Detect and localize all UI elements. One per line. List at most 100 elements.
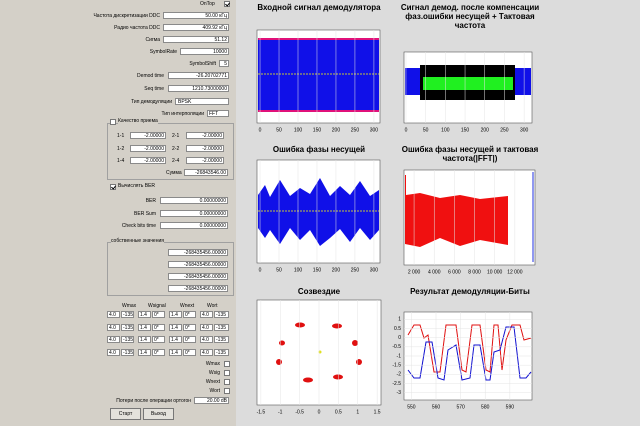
field[interactable]: -2.00000 xyxy=(130,157,166,164)
field[interactable]: 0* xyxy=(152,311,165,318)
checkbox[interactable] xyxy=(224,370,230,376)
bits-line xyxy=(407,324,532,373)
field[interactable]: 0* xyxy=(183,348,196,356)
field[interactable]: 0* xyxy=(183,323,196,331)
field[interactable]: 0.00000000 xyxy=(160,197,228,204)
field[interactable]: 4.0 xyxy=(200,311,213,318)
field[interactable]: 4.0 xyxy=(200,348,213,356)
x-tick-label: 1.5 xyxy=(374,409,381,415)
field[interactable]: -135 xyxy=(121,311,134,318)
button[interactable]: Выход xyxy=(143,408,174,420)
field[interactable]: 1.4 xyxy=(138,336,151,343)
field[interactable]: -268435456.00000 xyxy=(168,261,228,268)
field[interactable]: -135 xyxy=(121,348,134,356)
field[interactable]: 4.0 xyxy=(107,336,120,343)
x-tick-label: 12 000 xyxy=(507,269,523,275)
field[interactable]: 50.00 кГц xyxy=(163,12,229,19)
group xyxy=(107,123,234,180)
signal-band xyxy=(258,38,379,112)
field[interactable]: 1.4 xyxy=(169,336,182,343)
field[interactable]: -135 xyxy=(214,311,229,318)
x-tick-label: 150 xyxy=(313,267,322,273)
label: SymbolShift xyxy=(189,61,216,67)
field[interactable]: 1.4 xyxy=(169,348,182,356)
field[interactable]: 1.4 xyxy=(169,311,182,318)
label: 2-1 xyxy=(172,133,180,139)
x-tick-label: 550 xyxy=(407,404,416,410)
field[interactable]: 0* xyxy=(183,336,196,343)
field[interactable]: -2.00000 xyxy=(186,144,224,152)
header: Wort xyxy=(207,303,218,309)
field[interactable]: 1.4 xyxy=(138,348,151,356)
field[interactable]: FFT xyxy=(207,110,229,117)
y-tick-label: -0.5 xyxy=(392,344,401,350)
label: Качество приема xyxy=(118,117,158,125)
field[interactable]: 0.00000000 xyxy=(160,209,228,217)
field[interactable]: BPSK xyxy=(175,98,229,105)
label: OnTop xyxy=(200,1,215,7)
field[interactable]: 4.0 xyxy=(107,323,120,331)
x-tick-label: 50 xyxy=(423,127,429,133)
field[interactable]: 51.12 xyxy=(163,36,229,43)
field[interactable]: 0.00000000 xyxy=(160,222,228,229)
field[interactable]: -135 xyxy=(121,323,134,331)
x-tick-label: 580 xyxy=(481,404,490,410)
x-tick-label: 50 xyxy=(276,267,282,273)
checkbox[interactable] xyxy=(224,361,230,367)
field[interactable]: -135 xyxy=(214,323,229,331)
field[interactable]: -268435456.00000 xyxy=(168,285,228,292)
field[interactable]: 20.00 dB xyxy=(194,397,229,404)
field[interactable]: 5 xyxy=(219,60,229,67)
field[interactable]: 1.4 xyxy=(169,323,182,331)
field[interactable]: -135 xyxy=(121,336,134,343)
field[interactable]: -268435456.00000 xyxy=(168,273,228,280)
field[interactable]: -26843546.00 xyxy=(184,169,228,176)
x-tick-label: 100 xyxy=(294,267,303,273)
x-tick-label: 250 xyxy=(351,267,360,273)
field[interactable]: -2.00000 xyxy=(186,132,224,139)
signal-edge xyxy=(258,110,379,112)
checkbox[interactable] xyxy=(224,1,230,7)
button[interactable]: Старт xyxy=(110,408,141,420)
field[interactable]: 4.0 xyxy=(107,348,120,356)
field[interactable]: -135 xyxy=(214,336,229,343)
label: Тип интерполяции xyxy=(161,111,204,117)
field[interactable]: 10000 xyxy=(180,48,229,55)
field[interactable]: 4.0 xyxy=(200,336,213,343)
field[interactable]: -135 xyxy=(214,348,229,356)
label: Тип демодуляции xyxy=(131,99,172,105)
y-tick-label: -2.5 xyxy=(392,381,401,387)
x-tick-label: 0 xyxy=(405,127,408,133)
checkbox[interactable] xyxy=(110,184,116,190)
field[interactable]: -2.00000 xyxy=(130,144,166,152)
plot-title: Сигнал демод. после компенсации фаз.ошиб… xyxy=(400,3,540,30)
label: Check bits time xyxy=(121,223,156,229)
field[interactable]: 4.0 xyxy=(200,323,213,331)
field[interactable]: 0* xyxy=(152,323,165,331)
field[interactable]: 1210.73000000 xyxy=(168,85,229,92)
plot-title: Созвездие xyxy=(297,287,341,296)
label: Wmax xyxy=(205,361,220,367)
field[interactable]: 1.4 xyxy=(138,311,151,318)
field[interactable]: 1.4 xyxy=(138,323,151,331)
x-tick-label: 0 xyxy=(259,127,262,133)
field[interactable]: 409.92 кГц xyxy=(163,24,229,31)
x-tick-label: 4 000 xyxy=(428,269,441,275)
checkbox[interactable] xyxy=(224,379,230,385)
field[interactable]: -26.20702771 xyxy=(168,72,229,79)
field[interactable]: 0* xyxy=(183,311,196,318)
field[interactable]: 4.0 xyxy=(107,311,120,318)
checkbox[interactable] xyxy=(110,119,116,125)
label: Сумма xyxy=(166,170,182,176)
field[interactable]: 0* xyxy=(152,336,165,343)
field[interactable]: -268435456.00000 xyxy=(168,249,228,256)
x-tick-label: 1 xyxy=(356,409,359,415)
field[interactable]: 0* xyxy=(152,348,165,356)
field[interactable]: -2.00000 xyxy=(130,132,166,139)
label: 1-1 xyxy=(117,133,125,139)
label: 1-2 xyxy=(117,145,125,152)
checkbox[interactable] xyxy=(224,388,230,394)
label: Seq time xyxy=(144,86,164,92)
field[interactable]: -2.00000 xyxy=(186,157,224,164)
